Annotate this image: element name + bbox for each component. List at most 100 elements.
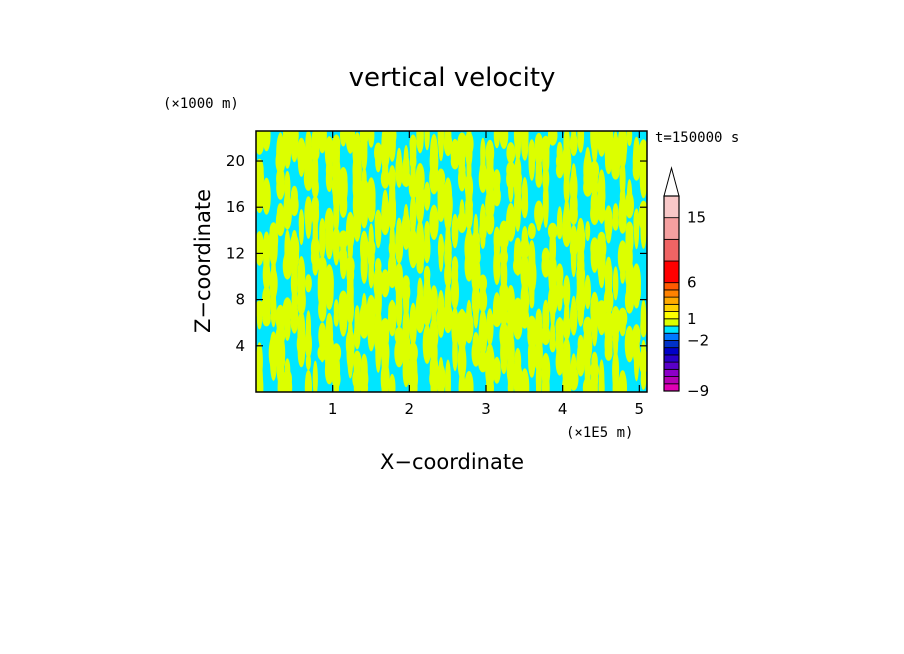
- field-cell-positive: [423, 181, 431, 211]
- y-axis-label: Z−coordinate: [191, 189, 215, 333]
- field-cell-positive: [563, 171, 570, 204]
- field-cell-positive: [296, 286, 306, 316]
- colorbar-extend-arrow: [663, 166, 680, 197]
- y-tick-label: 16: [226, 198, 245, 216]
- x-tick-label: 1: [328, 400, 338, 418]
- field-cell-positive: [340, 131, 347, 147]
- field-cell-positive: [568, 367, 579, 391]
- x-axis-ticks: 1 2 3 4 5: [328, 131, 644, 418]
- field-cell-positive: [451, 213, 459, 249]
- x-axis-label: X−coordinate: [380, 450, 524, 474]
- colorbar-segment: [663, 303, 680, 312]
- field-cell-positive: [387, 261, 397, 289]
- field-cell-positive: [529, 292, 535, 309]
- field-cell-positive: [612, 266, 619, 301]
- field-cell-positive: [541, 254, 551, 278]
- field-cell-positive: [458, 166, 466, 192]
- field-cell-positive: [549, 335, 556, 353]
- field-cell-positive: [437, 315, 445, 338]
- y-tick-label: 12: [226, 244, 245, 262]
- field-cell-positive: [499, 131, 509, 149]
- field-cell-positive: [262, 309, 271, 327]
- field-cell-positive: [368, 260, 375, 289]
- field-cell-positive: [528, 141, 536, 181]
- field-cell-positive: [270, 291, 277, 328]
- field-cell-positive: [591, 131, 598, 164]
- field-cell-positive: [380, 168, 390, 189]
- field-cell-positive: [423, 344, 431, 362]
- field-cell-positive: [402, 353, 410, 388]
- field-cell-positive: [542, 148, 550, 175]
- y-tick-label: 8: [235, 291, 245, 309]
- field-cell-positive: [562, 214, 572, 248]
- field-cell-positive: [513, 314, 523, 340]
- field-cell-positive: [478, 288, 488, 313]
- field-cell-positive: [282, 197, 292, 230]
- field-cell-positive: [415, 303, 425, 334]
- field-cell-positive: [562, 313, 571, 341]
- field-cell-positive: [486, 308, 494, 346]
- y-axis-unit: (×1000 m): [163, 96, 239, 112]
- field-cell-positive: [347, 235, 353, 262]
- field-cell-positive: [256, 133, 264, 155]
- field-cell-positive: [430, 376, 438, 392]
- velocity-field: [256, 131, 647, 392]
- field-cell-positive: [290, 193, 299, 217]
- x-tick-label: 4: [558, 400, 568, 418]
- colorbar-segment: [663, 318, 680, 327]
- field-cell-positive: [618, 210, 627, 234]
- field-cell-positive: [444, 261, 452, 288]
- field-cell-positive: [409, 307, 417, 347]
- field-cell-positive: [353, 321, 361, 350]
- y-axis-ticks: 4 8 12 16 20: [226, 152, 647, 355]
- field-cell-positive: [429, 204, 439, 240]
- colorbar-segment: [663, 289, 680, 298]
- colorbar-label: −2: [687, 331, 709, 349]
- field-cell-positive: [499, 290, 508, 328]
- field-cell-positive: [444, 195, 452, 232]
- field-cell-positive: [639, 159, 647, 199]
- field-cell-positive: [275, 208, 285, 237]
- colorbar-segment: [663, 376, 680, 385]
- field-cell-positive: [360, 199, 369, 229]
- field-cell-positive: [527, 223, 536, 239]
- field-cell-positive: [353, 379, 361, 392]
- colorbar-segment: [663, 354, 680, 363]
- field-cell-positive: [591, 307, 598, 347]
- field-cell-positive: [624, 325, 635, 363]
- field-cell-positive: [582, 377, 593, 392]
- field-cell-positive: [597, 300, 607, 336]
- field-cell-positive: [312, 360, 318, 392]
- field-cell-positive: [438, 131, 444, 162]
- field-cell-positive: [375, 150, 382, 173]
- field-cell-positive: [618, 136, 627, 169]
- field-cell-positive: [339, 299, 348, 337]
- field-cell-positive: [541, 325, 551, 346]
- field-cell-positive: [492, 186, 501, 207]
- field-cell-positive: [445, 368, 451, 392]
- field-cell-positive: [514, 131, 521, 162]
- field-cell-positive: [339, 191, 348, 218]
- colorbar-segment: [663, 325, 680, 334]
- field-cell-positive: [290, 302, 299, 334]
- field-cell-positive: [563, 275, 571, 309]
- field-cell-positive: [401, 212, 411, 250]
- field-cell-positive: [317, 344, 328, 361]
- y-tick-label: 20: [226, 152, 245, 170]
- field-cell-positive: [283, 136, 291, 169]
- field-cell-positive: [282, 374, 293, 392]
- field-cell-positive: [333, 194, 340, 233]
- colorbar-segment: [663, 260, 680, 284]
- time-label: t=150000 s: [655, 130, 739, 146]
- field-cell-positive: [325, 220, 334, 260]
- field-cell-positive: [507, 379, 514, 392]
- field-cell-positive: [480, 230, 486, 249]
- field-cell-positive: [305, 353, 311, 371]
- colorbar-label: −9: [687, 382, 709, 400]
- colorbar-segment: [663, 340, 680, 349]
- field-cell-positive: [577, 292, 585, 327]
- field-cell-positive: [415, 185, 425, 225]
- field-cell-positive: [359, 314, 369, 339]
- x-tick-label: 3: [481, 400, 491, 418]
- colorbar-segment: [663, 296, 680, 305]
